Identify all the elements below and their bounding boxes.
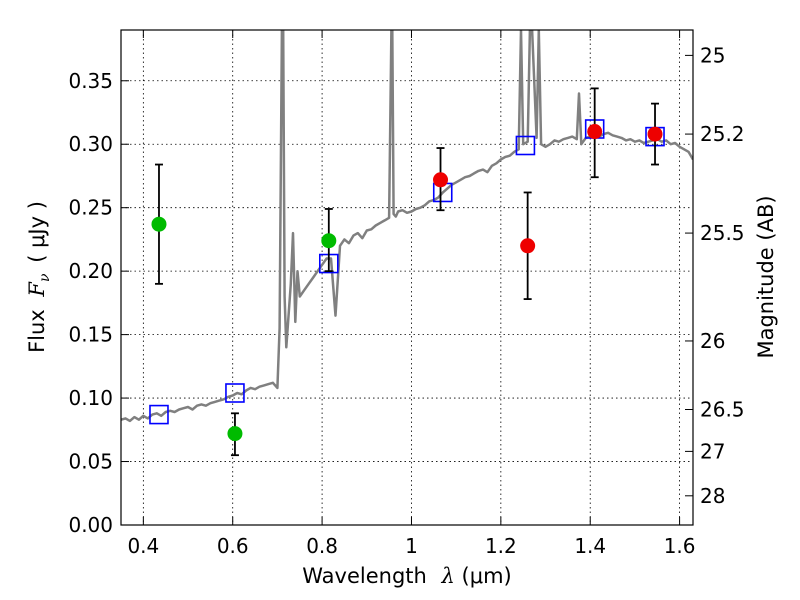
x-tick-label: 1.4 — [574, 534, 606, 558]
y-tick-label: 0.30 — [68, 132, 113, 156]
observed-point — [647, 126, 663, 142]
x-tick-label: 1.6 — [664, 534, 696, 558]
y2-axis-label: Magnitude (AB) — [754, 195, 778, 358]
y-tick-label: 0.35 — [68, 69, 113, 93]
x-axis-label-gap — [427, 564, 434, 588]
y-axis-label-symbol: F — [25, 281, 49, 298]
model-photometry-square — [515, 135, 536, 156]
y2-tick-label: 28 — [700, 484, 725, 508]
y2-tick-label: 26 — [700, 329, 725, 353]
y-axis-label-subscript: ν — [37, 273, 53, 282]
y-axis-label: Flux Fν ( μJy ) — [25, 201, 53, 353]
observed-point — [433, 172, 449, 188]
plot-background — [121, 30, 693, 525]
observed-point — [520, 238, 536, 254]
tick-layer: 0.4 0.6 0.8 1 1.2 1.4 1.6 0.00 0.05 0.10 0.15 0.20 0… — [68, 30, 745, 558]
y-tick-label: 0.05 — [68, 450, 113, 474]
grid-layer — [121, 30, 693, 526]
y-axis-label-gap — [25, 303, 49, 310]
y-tick-label: 0.20 — [68, 259, 113, 283]
observed-point — [321, 233, 337, 249]
y-axis-label-gap-2 — [25, 267, 49, 274]
model-photometry-square — [149, 404, 169, 425]
x-axis-label-symbol: λ — [441, 564, 455, 588]
y-tick-label: 0.15 — [68, 323, 113, 347]
observed-point — [587, 124, 603, 140]
x-tick-label: 0.4 — [127, 534, 159, 558]
marker-layer — [149, 87, 665, 457]
observed-point — [151, 216, 167, 232]
y-axis-label-unit: ( μJy ) — [25, 201, 49, 263]
x-axis-label-gap-2 — [455, 564, 462, 588]
x-axis-label: Wavelength λ (μm) — [302, 564, 511, 588]
y2-tick-label: 25.5 — [700, 221, 745, 245]
x-tick-label: 0.6 — [217, 534, 249, 558]
y2-tick-label: 27 — [700, 439, 725, 463]
y-axis-label-prefix: Flux — [25, 309, 49, 353]
x-axis-label-prefix: Wavelength — [302, 564, 427, 588]
y2-tick-label: 25.2 — [700, 122, 745, 146]
y2-tick-label: 26.5 — [700, 398, 745, 422]
y-tick-label: 0.00 — [68, 513, 113, 537]
x-tick-label: 1.2 — [485, 534, 517, 558]
y2-tick-label: 25 — [700, 43, 725, 67]
x-axis-label-unit: (μm) — [462, 564, 512, 588]
y-tick-label: 0.25 — [68, 196, 113, 220]
y-tick-label: 0.10 — [68, 386, 113, 410]
observed-point — [227, 426, 243, 442]
plot-frame — [120, 29, 694, 526]
x-tick-label: 1 — [405, 534, 418, 558]
model-photometry-square — [225, 383, 245, 403]
x-tick-label: 0.8 — [306, 534, 338, 558]
